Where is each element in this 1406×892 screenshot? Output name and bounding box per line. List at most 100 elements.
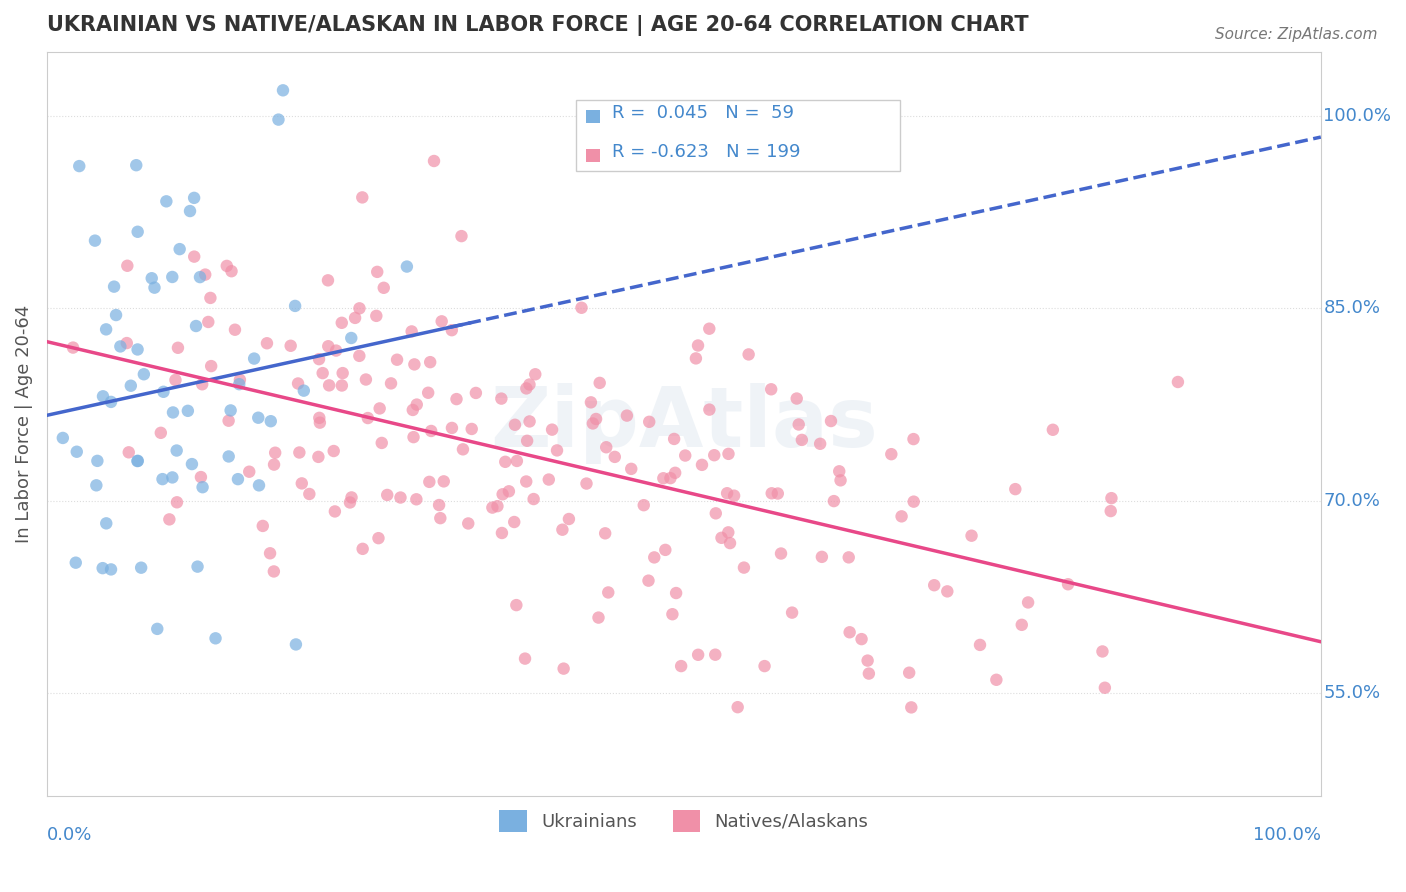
Natives/Alaskans (332, 366, 354, 380)
Ukrainians (340, 331, 363, 345)
Ukrainians (162, 470, 184, 484)
Ukrainians (184, 318, 207, 333)
Ukrainians (226, 472, 249, 486)
Text: UKRAINIAN VS NATIVE/ALASKAN IN LABOR FORCE | AGE 20-64 CORRELATION CHART: UKRAINIAN VS NATIVE/ALASKAN IN LABOR FOR… (46, 15, 1029, 36)
Ukrainians (127, 454, 149, 468)
Ukrainians (271, 83, 294, 97)
Natives/Alaskans (673, 449, 696, 463)
Natives/Alaskans (349, 349, 371, 363)
Natives/Alaskans (404, 358, 426, 372)
Natives/Alaskans (766, 486, 789, 500)
Natives/Alaskans (616, 409, 638, 423)
Natives/Alaskans (165, 373, 187, 387)
Natives/Alaskans (571, 301, 593, 315)
Natives/Alaskans (838, 625, 860, 640)
Natives/Alaskans (481, 500, 503, 515)
Natives/Alaskans (754, 659, 776, 673)
Ukrainians (127, 343, 149, 357)
Natives/Alaskans (224, 323, 246, 337)
Natives/Alaskans (1099, 491, 1122, 505)
Natives/Alaskans (603, 450, 626, 464)
Natives/Alaskans (418, 475, 440, 489)
Natives/Alaskans (595, 440, 617, 454)
Ukrainians (187, 559, 209, 574)
Natives/Alaskans (402, 430, 425, 444)
Natives/Alaskans (652, 471, 675, 485)
Natives/Alaskans (367, 531, 389, 545)
Natives/Alaskans (373, 281, 395, 295)
Ukrainians (191, 480, 214, 494)
Natives/Alaskans (183, 250, 205, 264)
Natives/Alaskans (419, 355, 441, 369)
Natives/Alaskans (828, 464, 851, 478)
Ukrainians (177, 404, 200, 418)
Text: 55.0%: 55.0% (1323, 684, 1381, 702)
Natives/Alaskans (263, 458, 285, 472)
Natives/Alaskans (218, 414, 240, 428)
Natives/Alaskans (349, 301, 371, 316)
Natives/Alaskans (787, 417, 810, 432)
Natives/Alaskans (352, 541, 374, 556)
Natives/Alaskans (221, 264, 243, 278)
Natives/Alaskans (669, 659, 692, 673)
Text: ZipAtlas: ZipAtlas (489, 384, 877, 465)
Natives/Alaskans (811, 549, 834, 564)
Ukrainians (105, 308, 128, 322)
Ukrainians (219, 403, 242, 417)
Natives/Alaskans (786, 392, 808, 406)
Natives/Alaskans (309, 416, 332, 430)
Natives/Alaskans (858, 666, 880, 681)
Natives/Alaskans (890, 509, 912, 524)
Natives/Alaskans (191, 377, 214, 392)
Natives/Alaskans (699, 402, 721, 417)
Natives/Alaskans (200, 291, 222, 305)
Natives/Alaskans (551, 523, 574, 537)
Ukrainians (96, 516, 118, 531)
Natives/Alaskans (457, 516, 479, 531)
Ukrainians (152, 472, 174, 486)
Natives/Alaskans (582, 417, 605, 431)
Natives/Alaskans (880, 447, 903, 461)
Ukrainians (204, 632, 226, 646)
Ukrainians (143, 280, 166, 294)
Natives/Alaskans (638, 415, 661, 429)
Natives/Alaskans (820, 414, 842, 428)
Natives/Alaskans (308, 352, 330, 367)
Natives/Alaskans (344, 310, 367, 325)
Natives/Alaskans (558, 512, 581, 526)
Natives/Alaskans (446, 392, 468, 406)
Natives/Alaskans (401, 325, 423, 339)
Natives/Alaskans (385, 352, 408, 367)
Natives/Alaskans (505, 598, 527, 612)
Natives/Alaskans (366, 309, 388, 323)
Natives/Alaskans (316, 273, 339, 287)
Natives/Alaskans (491, 526, 513, 541)
Ukrainians (100, 395, 122, 409)
Natives/Alaskans (357, 411, 380, 425)
Natives/Alaskans (503, 515, 526, 529)
Ukrainians (284, 299, 307, 313)
Natives/Alaskans (661, 607, 683, 622)
Natives/Alaskans (498, 484, 520, 499)
Natives/Alaskans (197, 315, 219, 329)
Natives/Alaskans (368, 401, 391, 416)
Natives/Alaskans (118, 445, 141, 459)
Natives/Alaskans (960, 529, 983, 543)
Natives/Alaskans (318, 378, 340, 392)
Natives/Alaskans (710, 531, 733, 545)
Natives/Alaskans (593, 526, 616, 541)
Natives/Alaskans (325, 343, 347, 358)
Natives/Alaskans (808, 437, 831, 451)
Ukrainians (260, 414, 283, 428)
Natives/Alaskans (117, 259, 139, 273)
Natives/Alaskans (733, 560, 755, 574)
Natives/Alaskans (256, 336, 278, 351)
Natives/Alaskans (307, 450, 329, 464)
Natives/Alaskans (167, 341, 190, 355)
Ukrainians (65, 556, 87, 570)
Natives/Alaskans (723, 489, 745, 503)
Natives/Alaskans (585, 412, 607, 426)
Natives/Alaskans (491, 487, 513, 501)
Text: 100.0%: 100.0% (1323, 107, 1392, 125)
Natives/Alaskans (405, 398, 427, 412)
